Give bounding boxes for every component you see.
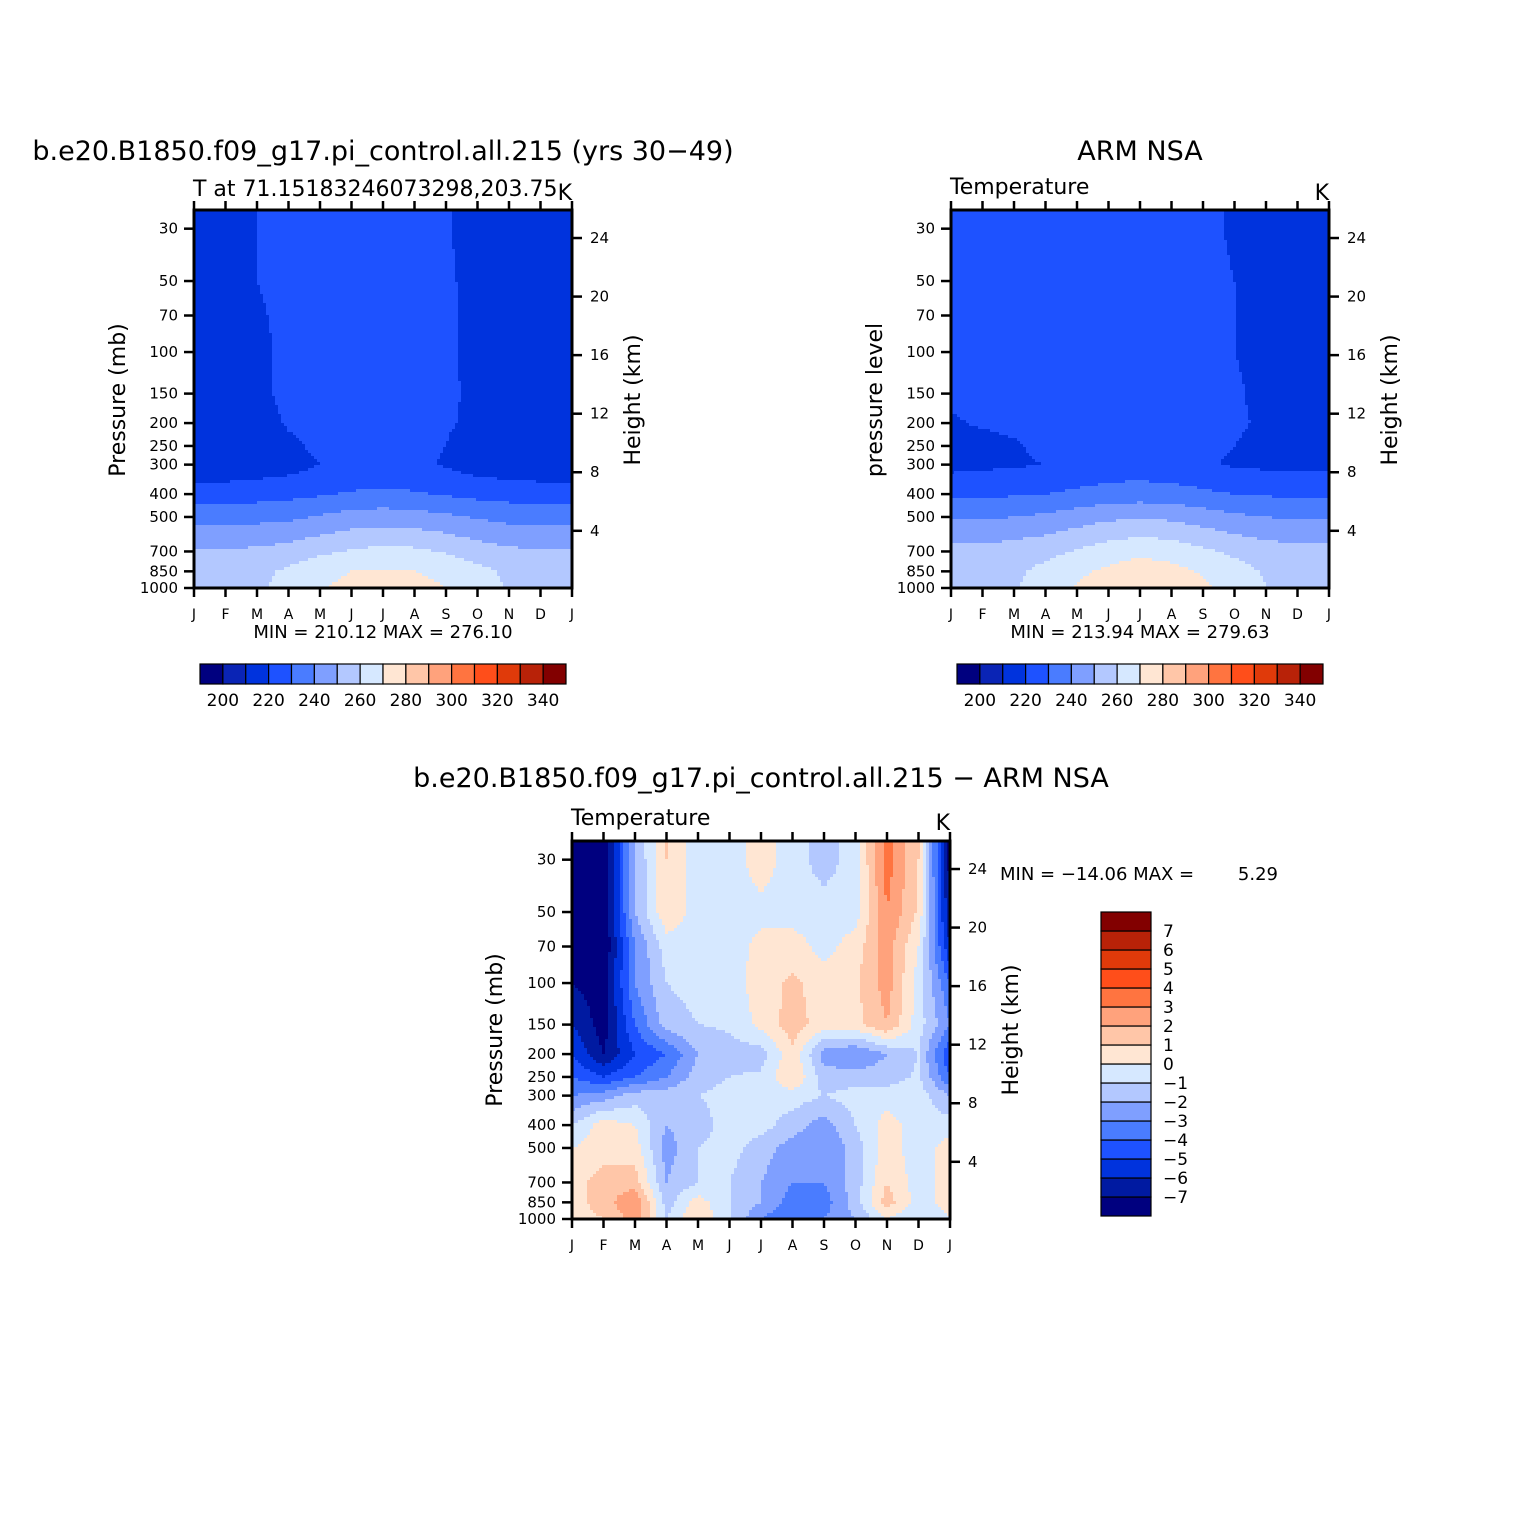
model-subtitle: T at 71.15183246073298,203.75 <box>192 177 557 202</box>
model-units: K <box>558 181 573 206</box>
model-field <box>194 210 573 589</box>
panel-model: b.e20.B1850.f09_g17.pi_control.all.215 (… <box>32 136 733 711</box>
model-contour-plot: J F M A M J J A S O N D J305070100150200250300400500… <box>140 201 609 623</box>
model-title: b.e20.B1850.f09_g17.pi_control.all.215 (… <box>32 136 733 167</box>
